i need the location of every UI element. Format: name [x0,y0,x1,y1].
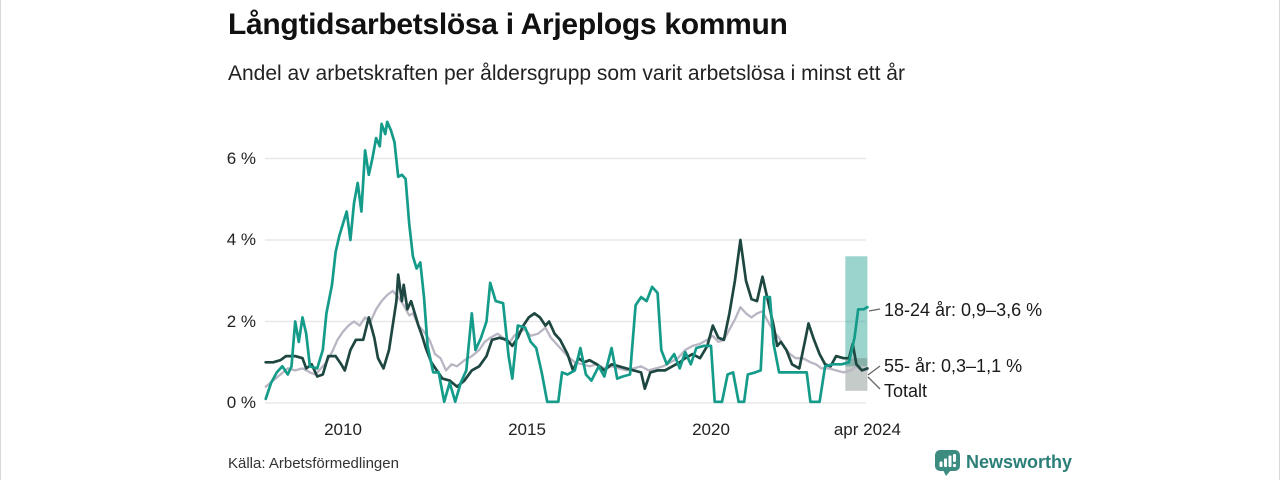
y-tick-6%: 6 % [226,148,256,168]
series-line-18-24-r [264,120,869,404]
annotation-55: 55- år: 0,3–1,1 % [884,356,1023,376]
annotation-18-24: 18-24 år: 0,9–3,6 % [884,300,1043,320]
range-band-0 [845,256,868,367]
connector-55 [867,365,881,376]
y-tick-4%: 4 % [226,230,256,249]
source-note: Källa: Arbetsförmedlingen [228,455,399,472]
page-title: Långtidsarbetslösa i Arjeplogs kommun [228,8,788,41]
page-subtitle: Andel av arbetskraften per åldersgrupp s… [228,62,905,85]
x-tick-2020: 2020 [692,420,730,439]
connector-18-24 [868,308,881,312]
annotation-totalt: Totalt [884,381,928,401]
connector-totalt [867,376,881,390]
brand-name: Newsworthy [966,452,1073,472]
range-band-1 [845,358,868,391]
newsworthy-logo-icon [935,450,960,476]
x-tick-2015: 2015 [508,420,546,439]
y-tick-0%: 0 % [226,393,256,412]
y-tick-2%: 2 % [226,311,256,331]
x-tick-2010: 2010 [324,420,362,439]
x-tick-apr-2024: apr 2024 [833,420,901,439]
series-line-totalt [264,289,869,388]
series-line-55-r [264,238,869,391]
left-window-edge [0,0,1,480]
